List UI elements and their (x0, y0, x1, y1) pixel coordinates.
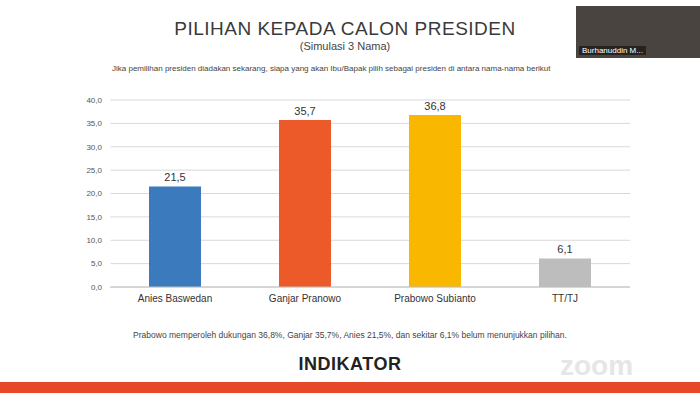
svg-text:Anies Baswedan: Anies Baswedan (138, 293, 213, 304)
svg-text:35,0: 35,0 (86, 119, 102, 128)
html-text:Prabowo memperoleh dukungan 36: Prabowo memperoleh dukungan 36,8%, Ganja… (133, 330, 567, 340)
svg-text:15,0: 15,0 (86, 213, 102, 222)
html-text:(Simulasi 3 Nama): (Simulasi 3 Nama) (299, 40, 391, 52)
html-text:zoom: zoom (560, 350, 634, 381)
html-text:Jika pemilihan presiden diadak: Jika pemilihan presiden diadakan sekaran… (112, 64, 551, 73)
svg-text:5,0: 5,0 (91, 259, 103, 268)
svg-text:Ganjar Pranowo: Ganjar Pranowo (269, 293, 342, 304)
svg-text:TT/TJ: TT/TJ (552, 293, 578, 304)
svg-text:20,0: 20,0 (86, 189, 102, 198)
svg-text:21,5: 21,5 (164, 171, 185, 183)
svg-text:Prabowo Subianto: Prabowo Subianto (394, 293, 476, 304)
svg-text:30,0: 30,0 (86, 143, 102, 152)
svg-text:40,0: 40,0 (86, 96, 102, 105)
svg-text:25,0: 25,0 (86, 166, 102, 175)
html-text:Burhanuddin M...: Burhanuddin M... (582, 46, 643, 55)
svg-text:10,0: 10,0 (86, 236, 102, 245)
html-text:PILIHAN KEPADA CALON PRESIDEN: PILIHAN KEPADA CALON PRESIDEN (174, 18, 516, 39)
html-text:INDIKATOR: INDIKATOR (298, 354, 402, 374)
svg-text:35,7: 35,7 (294, 105, 315, 117)
svg-text:0,0: 0,0 (91, 283, 103, 292)
svg-text:6,1: 6,1 (557, 243, 572, 255)
svg-text:36,8: 36,8 (424, 100, 445, 112)
